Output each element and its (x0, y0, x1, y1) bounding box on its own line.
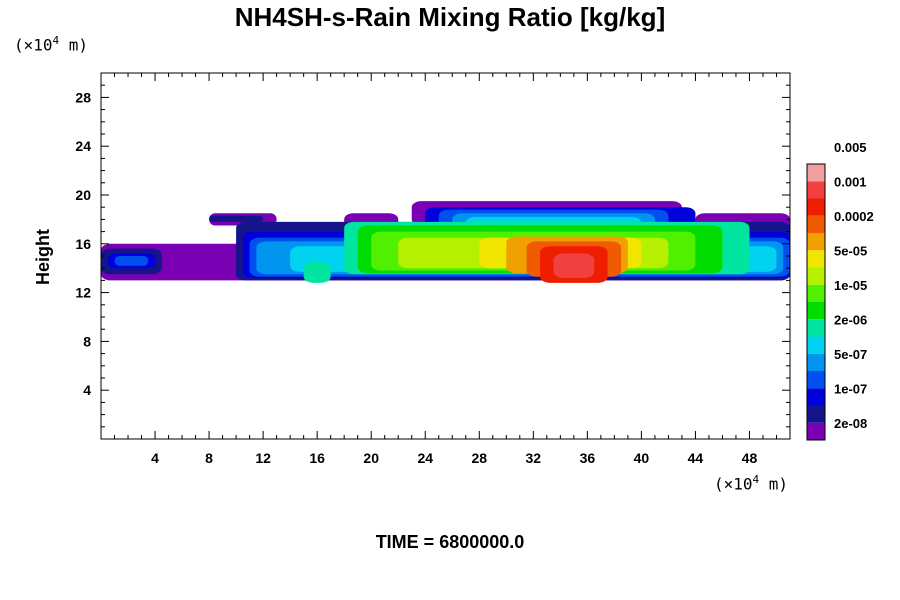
x-tick-label: 16 (309, 450, 325, 466)
field-band-14-0 (553, 253, 595, 278)
colorbar-label: 5e-07 (834, 347, 867, 362)
x-tick-label: 48 (742, 450, 758, 466)
y-axis-unit: (×104 m) (14, 34, 89, 55)
field-band-3-0 (114, 256, 149, 266)
y-tick-label: 28 (75, 89, 91, 105)
colorbar-swatch (807, 164, 825, 182)
x-tick-label: 44 (688, 450, 704, 466)
colorbar-swatch (807, 250, 825, 268)
colorbar-swatch (807, 405, 825, 423)
y-tick-label: 4 (83, 382, 91, 398)
x-tick-label: 12 (255, 450, 271, 466)
x-tick-label: 32 (526, 450, 542, 466)
colorbar-swatch (807, 284, 825, 302)
colorbar-swatch (807, 388, 825, 406)
colorbar-swatch (807, 267, 825, 285)
x-axis: 4 8 12 16 20 24 28 32 36 40 44 48 (114, 73, 777, 466)
colorbar: 2e-08 1e-07 5e-07 2e-06 1e-05 5e-05 0.0002 0.00… (806, 140, 874, 441)
colorbar-label: 1e-07 (834, 381, 867, 396)
y-tick-label: 16 (75, 236, 91, 252)
y-axis-label: Height (33, 229, 53, 285)
colorbar-swatch (807, 302, 825, 320)
x-axis-unit: (×104 m) (714, 473, 789, 494)
x-tick-label: 28 (471, 450, 487, 466)
x-tick-label: 8 (205, 450, 213, 466)
colorbar-swatch (807, 215, 825, 233)
colorbar-label: 0.0002 (834, 209, 874, 224)
colorbar-swatch (807, 233, 825, 251)
colorbar-swatch (807, 181, 825, 199)
colorbar-swatch (807, 319, 825, 337)
x-tick-label: 20 (363, 450, 379, 466)
colorbar-swatch (807, 371, 825, 389)
y-tick-label: 8 (83, 333, 91, 349)
field-band-6-0 (303, 262, 331, 283)
y-tick-label: 24 (75, 138, 91, 154)
colorbar-swatch (807, 336, 825, 354)
colorbar-label: 0.001 (834, 174, 867, 189)
x-tick-label: 40 (634, 450, 650, 466)
colorbar-label: 1e-05 (834, 278, 867, 293)
time-label: TIME = 6800000.0 (375, 532, 525, 552)
y-tick-label: 12 (75, 285, 91, 301)
x-tick-label: 4 (151, 450, 159, 466)
colorbar-label: 2e-06 (834, 312, 867, 327)
field-band-1-1 (209, 215, 264, 222)
y-tick-label: 20 (75, 187, 91, 203)
colorbar-swatch (807, 353, 825, 371)
chart-title: NH4SH-s-Rain Mixing Ratio [kg/kg] (234, 2, 666, 32)
colorbar-label: 2e-08 (834, 416, 867, 431)
colorbar-swatch (807, 198, 825, 216)
x-tick-label: 36 (580, 450, 596, 466)
colorbar-label: 0.005 (834, 140, 867, 155)
mixing-ratio-field (101, 201, 791, 283)
x-tick-label: 24 (417, 450, 433, 466)
colorbar-label: 5e-05 (834, 243, 867, 258)
y-axis: 4 8 12 16 20 24 28 (75, 84, 790, 428)
colorbar-swatch (807, 422, 825, 440)
colorbar-frame (806, 163, 826, 441)
